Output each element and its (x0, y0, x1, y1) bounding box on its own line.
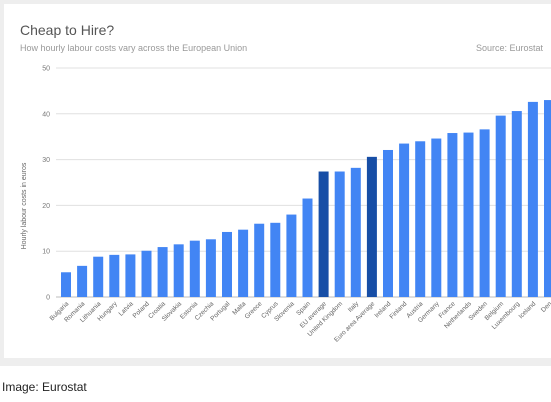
bar-latvia (125, 254, 136, 297)
bar-chart: 0 10 20 30 40 50 Hourly labour costs in euros… (21, 66, 551, 344)
bar-netherlands (463, 132, 474, 297)
bar-germany (431, 138, 442, 297)
x-tick-label: Den (540, 300, 551, 314)
bar-united-kingdom (334, 171, 345, 297)
y-axis-label: Hourly labour costs in euros (21, 162, 28, 249)
y-tick-label: 20 (42, 203, 50, 210)
bars (61, 100, 551, 297)
bar-austria (415, 141, 426, 297)
bar-slovakia (173, 244, 184, 297)
bar-france (447, 133, 458, 297)
image-caption: Image: Eurostat (2, 380, 87, 394)
bar-slovenia (286, 214, 297, 297)
chart-title: Cheap to Hire? (20, 22, 115, 38)
bar-lithuania (93, 256, 104, 297)
bar-estonia (189, 240, 200, 297)
bar-bulgaria (61, 272, 71, 297)
figure-frame: Cheap to Hire? How hourly labour costs v… (0, 0, 551, 366)
bar-romania (77, 265, 88, 297)
bar-iceland (527, 101, 538, 297)
y-tick-label: 40 (42, 111, 50, 118)
bar-malta (238, 229, 249, 297)
x-tick-label: Italy (347, 300, 361, 314)
bar-euro-area-average (366, 156, 377, 297)
y-tick-label: 0 (46, 295, 50, 302)
bar-luxembourg (511, 111, 522, 297)
bar-portugal (222, 231, 232, 297)
x-tick-label: Iceland (518, 300, 538, 320)
bar-greece (254, 223, 265, 297)
x-tick-labels: BulgariaRomaniaLithuaniaHungaryLatviaPol… (49, 300, 551, 344)
bar-czechia (205, 239, 216, 297)
y-tick-label: 30 (42, 157, 50, 164)
chart-source: Source: Eurostat (475, 43, 543, 53)
bar-croatia (157, 247, 168, 297)
bar-belgium (495, 115, 506, 297)
y-tick-label: 10 (42, 249, 50, 256)
bar-sweden (479, 129, 490, 297)
bar-finland (399, 143, 410, 297)
y-tick-label: 50 (42, 66, 50, 73)
chart-card: Cheap to Hire? How hourly labour costs v… (4, 4, 551, 358)
bar-cyprus (270, 222, 281, 297)
bar-poland (141, 250, 152, 297)
y-tick-labels: 0 10 20 30 40 50 (42, 66, 50, 302)
bar-den (544, 100, 551, 297)
bar-spain (302, 198, 313, 297)
x-tick-label: Greece (244, 300, 264, 320)
bar-ireland (383, 149, 393, 297)
bar-italy (350, 167, 361, 297)
chart-subtitle: How hourly labour costs vary across the … (20, 43, 248, 53)
bar-hungary (109, 254, 120, 297)
x-tick-label: Finland (388, 300, 408, 320)
bar-eu-average (318, 171, 329, 297)
